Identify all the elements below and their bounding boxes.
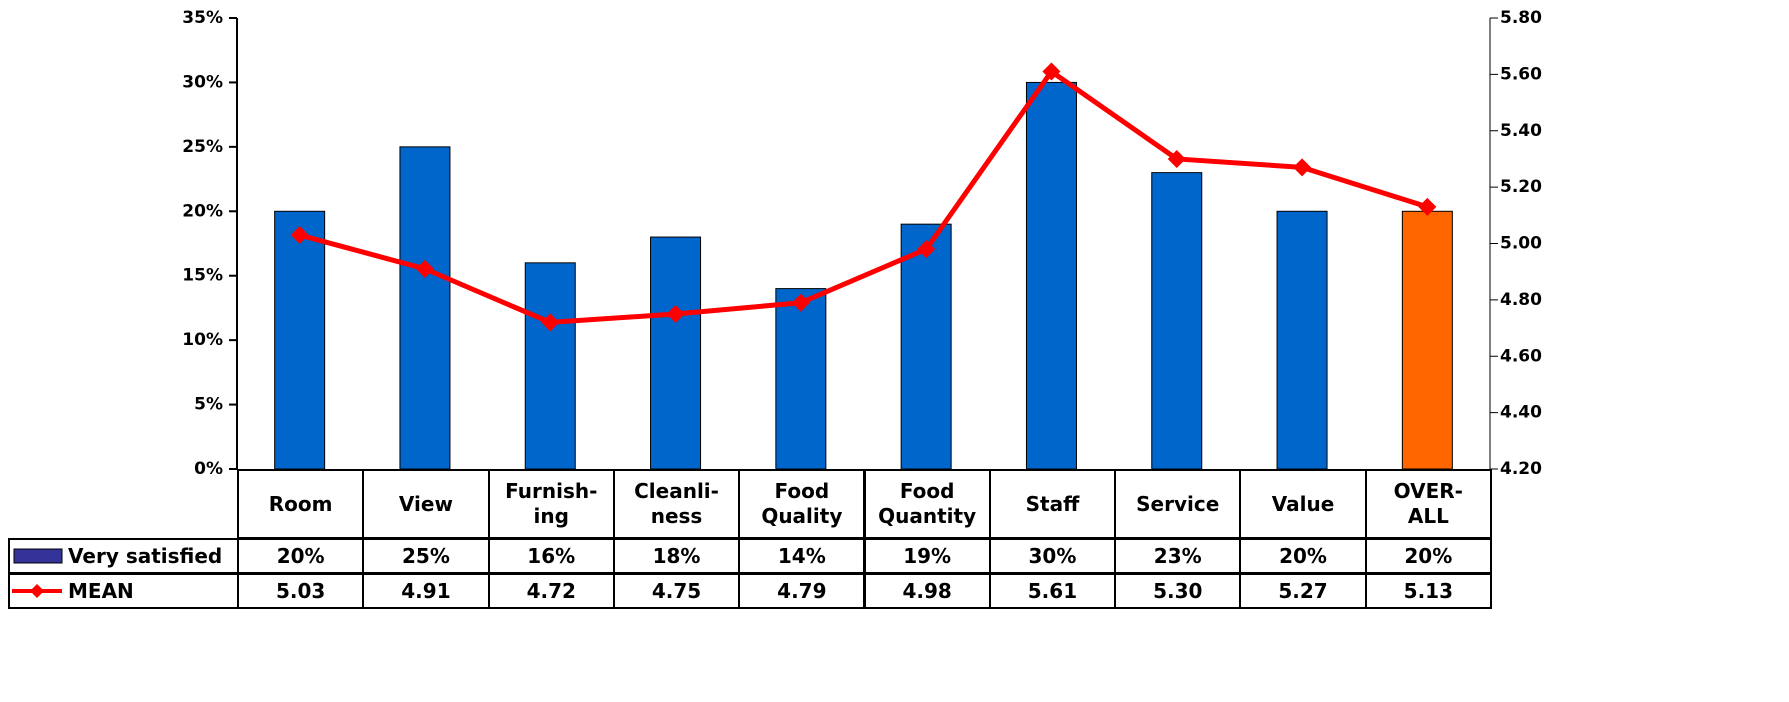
data-label: 4.98 [863, 573, 991, 609]
marker [541, 313, 560, 332]
bar [1151, 172, 1203, 470]
y-tick-label: 15% [182, 266, 223, 286]
bar [274, 210, 326, 470]
y-tick-label: 10% [182, 330, 223, 350]
bar [1025, 81, 1077, 470]
y-tick-label: 30% [182, 72, 223, 92]
marker [917, 240, 936, 259]
category-label: Furnish- ing [487, 469, 615, 539]
y-tick-label: 25% [182, 137, 223, 157]
marker [1167, 149, 1186, 168]
y2-tick-label: 5.80 [1500, 8, 1542, 28]
y2-tick-label: 5.00 [1500, 234, 1542, 254]
y2-tick-label: 5.40 [1500, 121, 1542, 141]
data-label: 5.13 [1364, 573, 1492, 609]
legend-swatch [13, 548, 63, 564]
y-tick-label: 35% [182, 8, 223, 28]
y-tick-label: 5% [194, 395, 223, 415]
y2-tick-label: 4.80 [1500, 290, 1542, 310]
bar [1401, 210, 1453, 470]
data-label: 4.91 [362, 573, 490, 609]
y2-tick-label: 4.40 [1500, 403, 1542, 423]
y2-tick-label: 4.20 [1500, 459, 1542, 479]
data-label: 5.61 [988, 573, 1117, 609]
marker [415, 259, 434, 278]
marker [1293, 158, 1312, 177]
marker [290, 226, 309, 245]
bar [1276, 210, 1328, 470]
bar [399, 146, 451, 470]
line [298, 69, 1429, 325]
bar [775, 288, 827, 470]
y-tick-label: 0% [194, 459, 223, 479]
bar [524, 262, 576, 470]
marker [666, 304, 685, 323]
y2-tick-label: 5.60 [1500, 64, 1542, 84]
y-tick-label: 20% [182, 201, 223, 221]
marker [1418, 197, 1437, 216]
data-label: 4.79 [738, 573, 866, 609]
marker [791, 293, 810, 312]
bar [650, 236, 702, 470]
category-label: Food Quantity [863, 469, 991, 539]
y2-tick-label: 4.60 [1500, 346, 1542, 366]
bar [900, 223, 952, 470]
marker [1042, 62, 1061, 81]
y2-tick-label: 5.20 [1500, 177, 1542, 197]
data-label: 5.03 [237, 573, 365, 609]
legend-marker [30, 584, 44, 598]
data-label: 5.30 [1114, 573, 1242, 609]
data-label: 20% [1364, 538, 1492, 574]
